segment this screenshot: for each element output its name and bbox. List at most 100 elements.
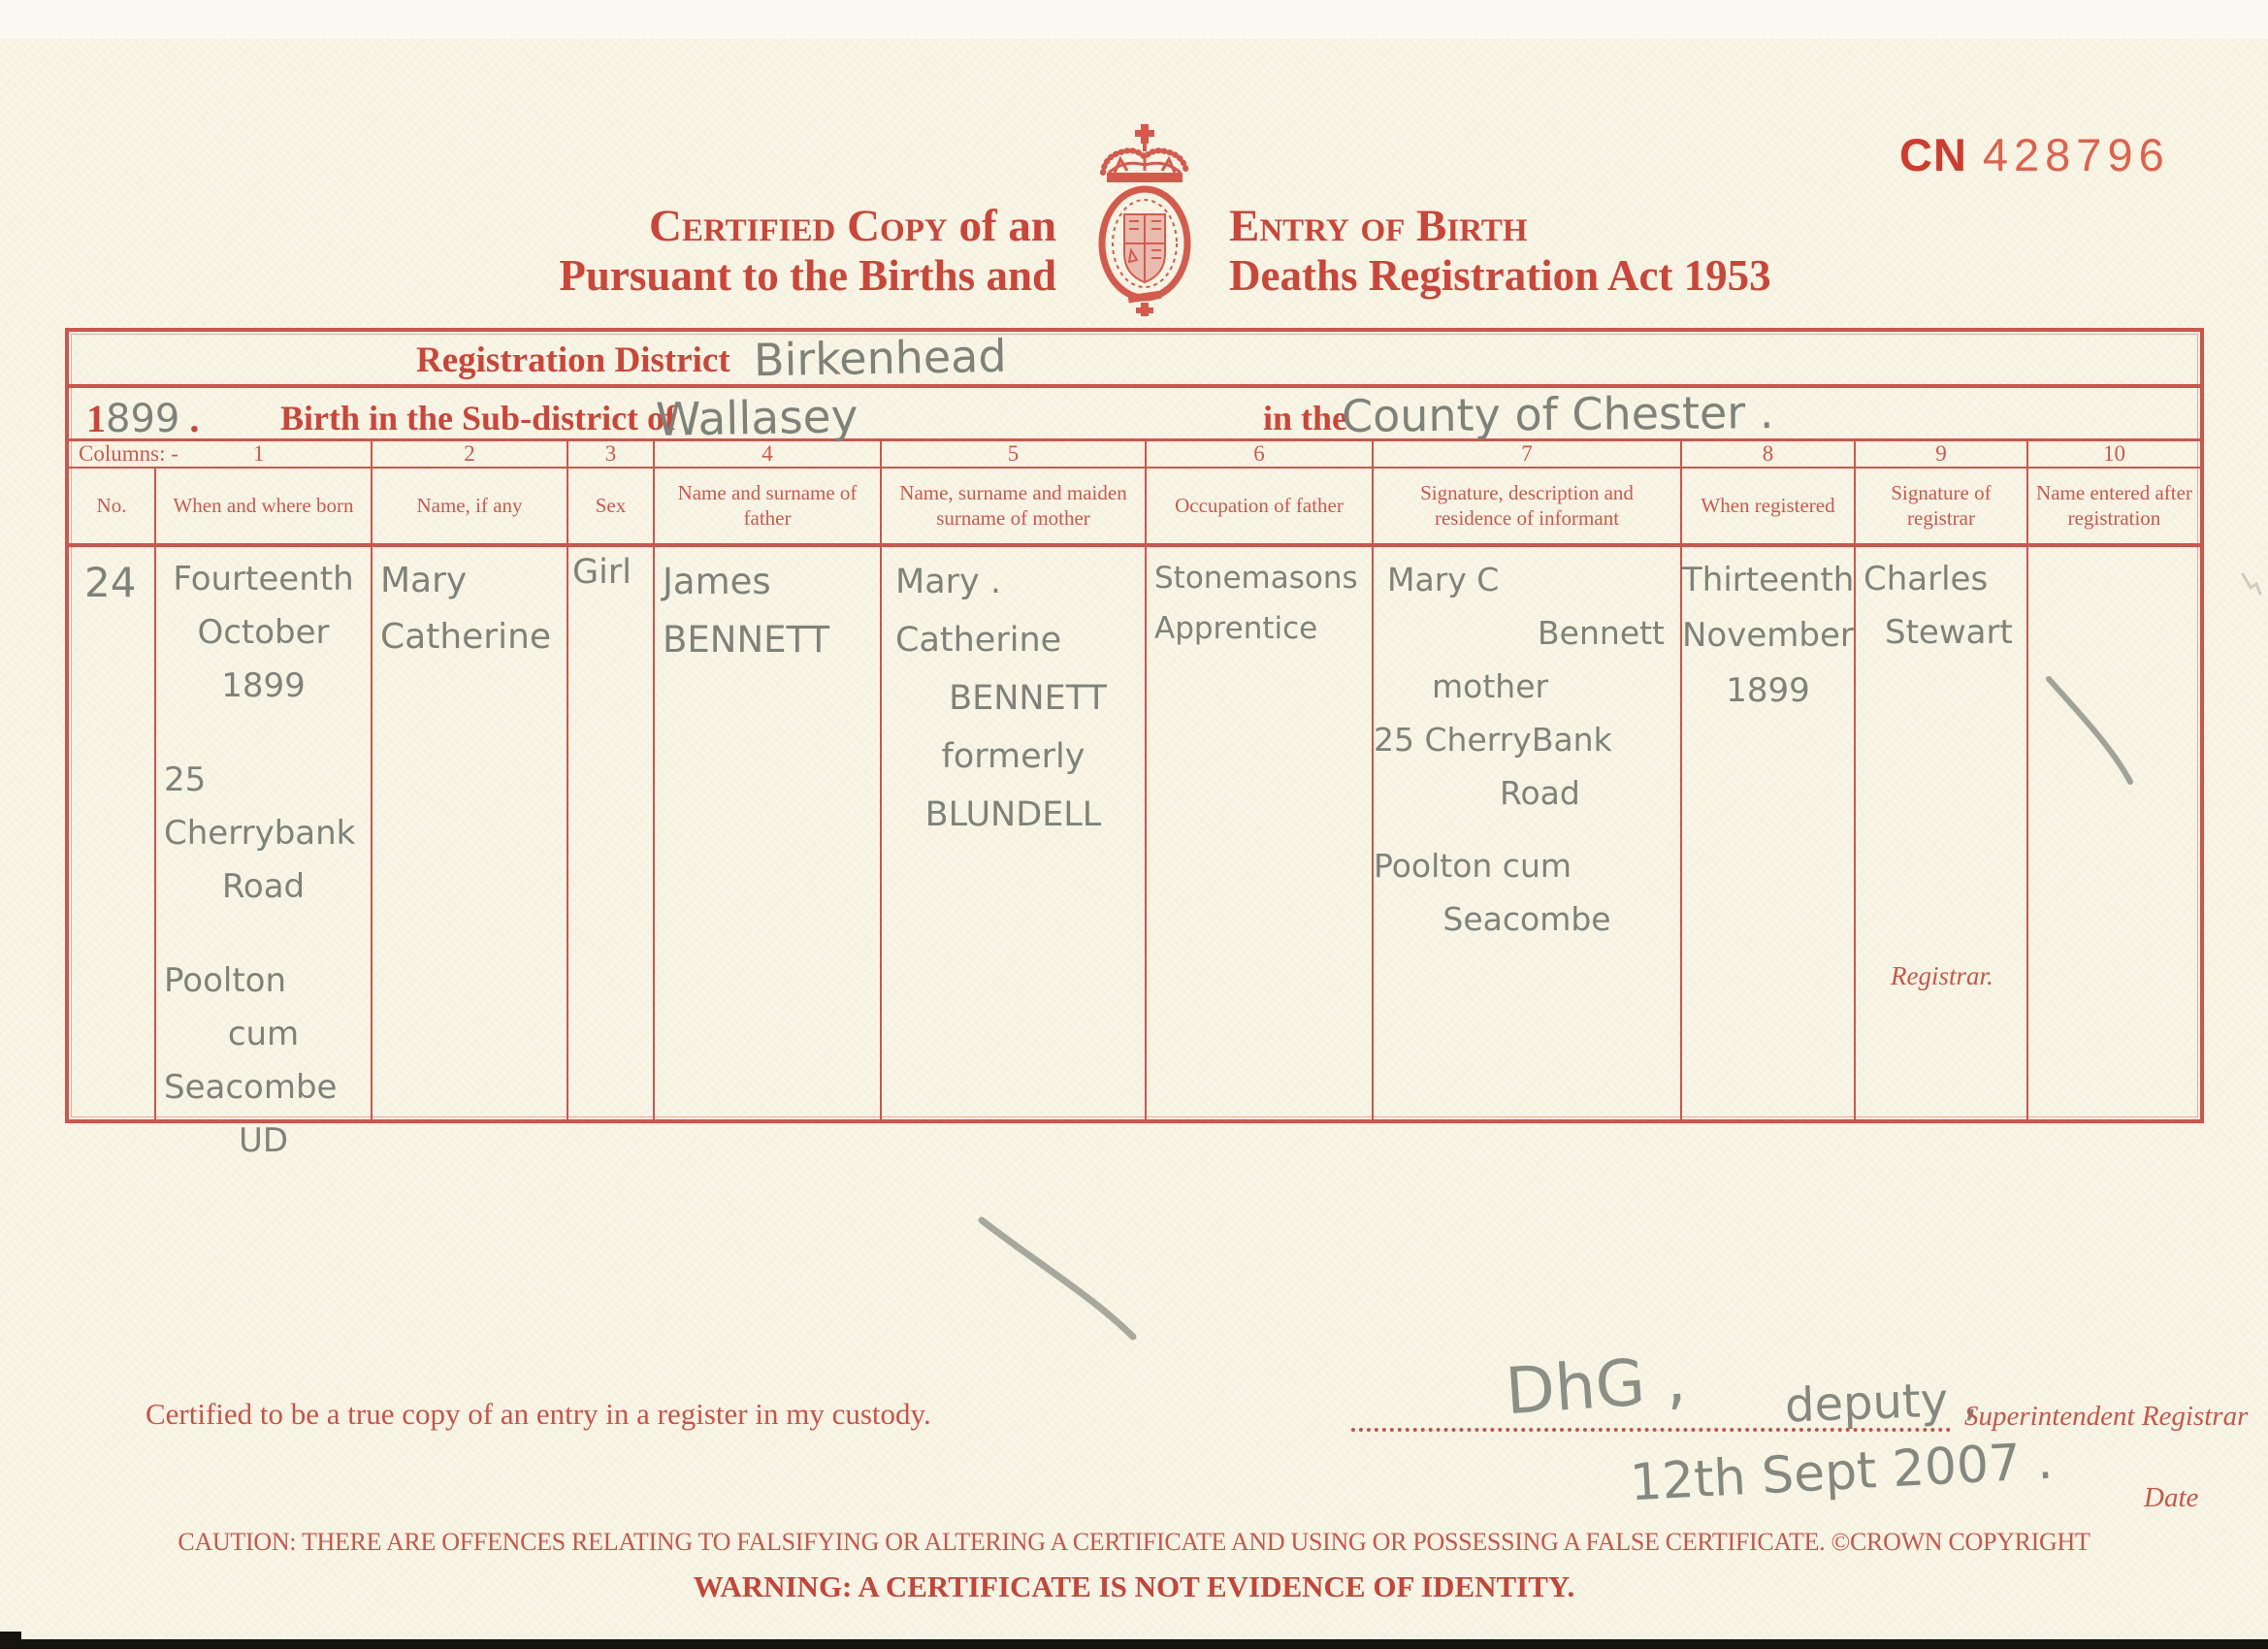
cell-when-registered: Thirteenth November 1899 [1682, 547, 1856, 1119]
handwriting: 25 CherryBank [1374, 721, 1612, 759]
registration-district-label: Registration District [416, 340, 730, 380]
handwriting: November [1682, 616, 1854, 655]
registration-district-value: Birkenhead [753, 329, 1007, 387]
title-certified-copy: Certified Copy [649, 201, 948, 251]
handwriting: mother [1432, 667, 1549, 705]
handwriting: BENNETT [663, 619, 830, 661]
column-numbers-row: Columns: - 1 2 3 4 5 6 7 8 9 10 [69, 441, 2200, 469]
column-header: Name, surname and maiden surname of moth… [882, 469, 1147, 543]
column-number: 1 [253, 441, 265, 466]
serial-prefix: CN [1899, 129, 1967, 180]
handwriting: 25 [164, 760, 207, 799]
column-header: When registered [1682, 469, 1856, 543]
registration-district-row: Registration District Birkenhead [69, 329, 2200, 388]
column-number: 8 [1682, 441, 1856, 467]
pencil-mark [978, 1216, 1137, 1341]
superintendent-signature: DhG , [1503, 1342, 1689, 1430]
superintendent-registrar-label: Superintendent Registrar [1964, 1401, 2249, 1432]
handwriting: Seacombe [164, 1068, 338, 1107]
handwriting: BENNETT [949, 679, 1107, 718]
handwriting: October [197, 613, 330, 652]
cell-father: James BENNETT [655, 547, 882, 1119]
cell-name-if-any: Mary Catherine [373, 547, 568, 1119]
handwriting: cum [227, 1015, 300, 1053]
handwriting: Catherine [380, 617, 552, 657]
column-header: When and where born [156, 469, 373, 543]
handwriting: Apprentice [1154, 611, 1318, 646]
date-label: Date [2144, 1482, 2199, 1513]
year-field: 1899 . [86, 396, 199, 441]
subdistrict-row: 1899 . Birth in the Sub-district of Wall… [69, 386, 2200, 447]
certificate-table: Registration District Birkenhead 1899 . … [65, 328, 2204, 1160]
column-header: Name, if any [373, 469, 568, 543]
handwriting: UD [238, 1121, 289, 1160]
handwriting: Charles [1863, 560, 1989, 598]
entry-row: 24 Fourteenth October 1899 25 Cherrybank… [69, 547, 2200, 1160]
column-number: 6 [1147, 441, 1374, 467]
handwriting: Mary . [895, 563, 1001, 601]
handwriting: Road [1500, 774, 1580, 812]
royal-coat-of-arms-icon [1098, 124, 1191, 316]
handwriting: Bennett [1538, 614, 1665, 652]
cell-mother: Mary . Catherine BENNETT formerly BLUNDE… [882, 547, 1147, 1119]
cell-name-entered-after [2028, 547, 2200, 1119]
handwriting: Catherine [895, 621, 1062, 660]
subdistrict-value: Wallasey [655, 390, 859, 447]
column-header: Occupation of father [1147, 469, 1374, 543]
handwriting: BLUNDELL [924, 795, 1102, 834]
column-number: 3 [568, 441, 655, 467]
cell-occupation: Stonemasons Apprentice [1147, 547, 1374, 1119]
handwriting: formerly [941, 737, 1085, 776]
pencil-mark [2241, 572, 2262, 596]
handwriting: Thirteenth [1682, 561, 1855, 599]
scan-corner-mark [0, 1632, 21, 1649]
column-number: 7 [1374, 441, 1682, 467]
handwriting: Poolton cum [1374, 847, 1572, 885]
cell-registrar-signature: Charles Stewart Registrar. [1856, 547, 2028, 1119]
column-number: 9 [1856, 441, 2028, 467]
column-header: Sex [568, 469, 655, 543]
cell-entry-number: 24 [69, 547, 156, 1119]
county-value: County of Chester . [1341, 386, 1774, 442]
scan-bottom-bar [0, 1639, 2268, 1649]
column-number: 2 [373, 441, 568, 467]
title-of-an: of an [947, 201, 1056, 251]
column-headers-row: No. When and where born Name, if any Sex… [69, 469, 2200, 547]
cell-when-where-born: Fourteenth October 1899 25 Cherrybank Ro… [156, 547, 373, 1160]
scan-top-strip [0, 0, 2268, 39]
handwriting: Stewart [1885, 613, 2013, 652]
cell-sex: Girl [568, 547, 655, 1119]
column-header: Name and surname of father [655, 469, 882, 543]
column-header: Signature, description and residence of … [1374, 469, 1682, 543]
deputy-annotation: deputy , [1784, 1372, 1979, 1434]
columns-label: Columns: - [79, 441, 178, 466]
handwriting: James [663, 561, 771, 602]
caution-text: CAUTION: THERE ARE OFFENCES RELATING TO … [178, 1528, 2090, 1556]
handwriting: Poolton [164, 961, 287, 1000]
title-line1-left: Certified Copy of an [649, 200, 1056, 252]
year-handwritten: 899 [106, 397, 180, 441]
handwriting: 1899 [221, 666, 306, 705]
handwriting: 1899 [1726, 671, 1810, 710]
handwriting: Seacombe [1442, 900, 1611, 938]
entry-number: 24 [84, 559, 137, 606]
title-pursuant: Pursuant to the Births and [559, 251, 1056, 300]
columns-label-cell: Columns: - 1 [69, 441, 373, 467]
serial-number: CN 428796 [1899, 128, 2170, 181]
column-number: 10 [2103, 441, 2125, 466]
serial-digits: 428796 [1982, 129, 2170, 180]
handwriting: Stonemasons [1154, 561, 1358, 596]
subdistrict-label: Birth in the Sub-district of [280, 399, 677, 437]
certified-statement: Certified to be a true copy of an entry … [146, 1397, 931, 1431]
handwriting: Cherrybank [164, 814, 356, 853]
handwriting: Fourteenth [173, 560, 354, 598]
title-act: Deaths Registration Act 1953 [1229, 251, 1771, 300]
handwriting: Mary C [1387, 561, 1500, 598]
warning-text: WARNING: A CERTIFICATE IS NOT EVIDENCE O… [693, 1569, 1575, 1603]
column-header: Signature of registrar [1856, 469, 2028, 543]
handwriting: Road [221, 867, 306, 906]
in-the-label: in the [1263, 399, 1348, 437]
handwriting: Mary [380, 561, 468, 600]
cell-informant: Mary C Bennett mother 25 CherryBank Road… [1374, 547, 1682, 1119]
